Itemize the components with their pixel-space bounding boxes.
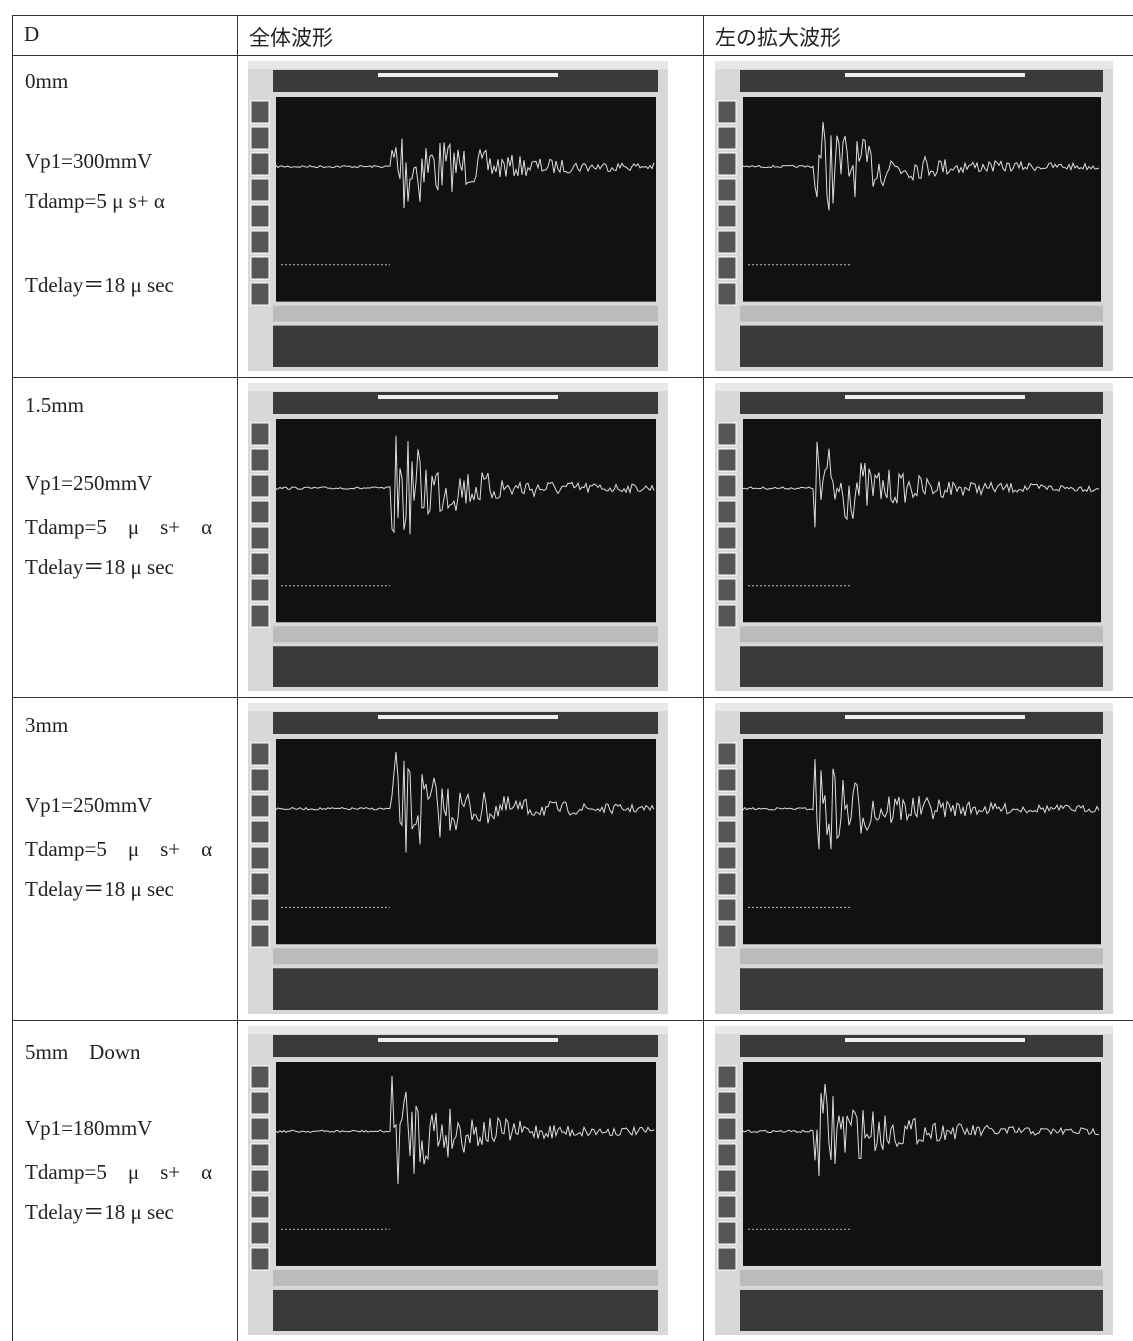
- table-border: [12, 697, 1133, 698]
- oscilloscope-screenshot: [715, 61, 1113, 371]
- row-label: 0mm: [25, 69, 68, 94]
- row-param: Tdelay＝18 μ sec: [25, 269, 174, 299]
- oscilloscope-screenshot: [248, 703, 668, 1014]
- header-cell: 左の拡大波形: [715, 22, 841, 52]
- oscilloscope-screenshot: [248, 61, 668, 371]
- header-cell: D: [24, 22, 39, 47]
- row-label: 1.5mm: [25, 393, 84, 418]
- row-param: Vp1=250mmV: [25, 471, 152, 496]
- row-param: Tdamp=5 μ s+ α: [25, 511, 212, 541]
- oscilloscope-screenshot: [248, 1026, 668, 1335]
- oscilloscope-screenshot: [248, 383, 668, 691]
- row-param: Tdamp=5 μ s+ α: [25, 833, 212, 863]
- oscilloscope-screenshot: [715, 703, 1113, 1014]
- table-border: [12, 377, 1133, 378]
- row-param: Tdamp=5 μ s+ α: [25, 1156, 212, 1186]
- table-border: [12, 15, 1133, 16]
- document: D 全体波形 左の拡大波形 0mm Vp1=300mmV Tdamp=5 μ s+ α Td…: [0, 0, 1133, 1341]
- row-param: Tdamp=5 μ s+ α: [25, 189, 165, 214]
- row-label: 5mm Down: [25, 1036, 141, 1066]
- table-border: [703, 15, 704, 1341]
- row-param: Vp1=250mmV: [25, 793, 152, 818]
- header-cell: 全体波形: [249, 22, 333, 52]
- table-border: [12, 55, 1133, 56]
- row-param: Tdelay＝18 μ sec: [25, 873, 174, 903]
- row-param: Tdelay＝18 μ sec: [25, 1196, 174, 1226]
- row-param: Tdelay＝18 μ sec: [25, 551, 174, 581]
- oscilloscope-screenshot: [715, 383, 1113, 691]
- table-border: [12, 1020, 1133, 1021]
- row-label: 3mm: [25, 713, 68, 738]
- row-param: Vp1=180mmV: [25, 1116, 152, 1141]
- table-border: [12, 15, 13, 1341]
- row-param: Vp1=300mmV: [25, 149, 152, 174]
- oscilloscope-screenshot: [715, 1026, 1113, 1335]
- table-border: [237, 15, 238, 1341]
